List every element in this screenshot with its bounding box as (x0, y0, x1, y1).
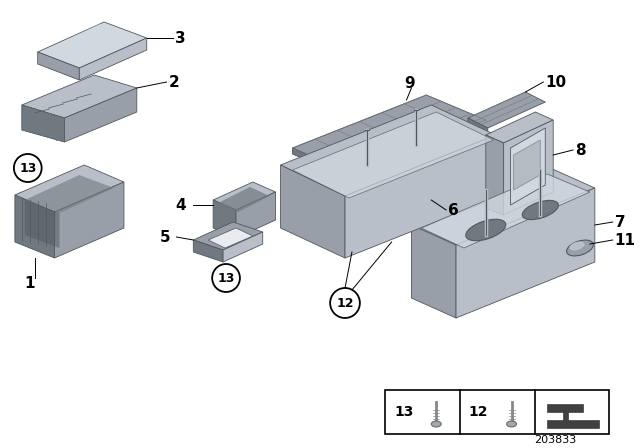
Polygon shape (223, 232, 263, 262)
Text: 1: 1 (24, 276, 35, 290)
Polygon shape (213, 200, 236, 238)
Polygon shape (38, 22, 147, 68)
Polygon shape (513, 140, 540, 190)
Polygon shape (345, 135, 496, 258)
Polygon shape (280, 165, 345, 258)
Ellipse shape (570, 241, 585, 250)
Ellipse shape (431, 421, 441, 427)
Polygon shape (218, 187, 269, 212)
Text: 13: 13 (19, 161, 36, 175)
Polygon shape (15, 165, 124, 212)
Ellipse shape (466, 219, 506, 241)
Ellipse shape (522, 200, 558, 220)
Polygon shape (65, 88, 137, 142)
Polygon shape (22, 75, 137, 118)
Polygon shape (208, 228, 253, 248)
Polygon shape (292, 95, 486, 174)
Text: 13: 13 (395, 405, 414, 419)
Text: 9: 9 (404, 76, 415, 90)
Text: 3: 3 (175, 30, 186, 46)
Polygon shape (193, 222, 263, 250)
Polygon shape (486, 112, 553, 143)
Polygon shape (412, 225, 456, 318)
Circle shape (330, 288, 360, 318)
Polygon shape (54, 182, 124, 258)
Polygon shape (213, 182, 276, 210)
Polygon shape (468, 118, 488, 136)
Polygon shape (412, 168, 595, 245)
Text: 13: 13 (218, 271, 235, 284)
Polygon shape (15, 195, 54, 258)
Text: 6: 6 (448, 202, 459, 217)
Polygon shape (547, 404, 599, 428)
Ellipse shape (507, 421, 516, 427)
Polygon shape (25, 200, 60, 248)
Circle shape (14, 154, 42, 182)
FancyBboxPatch shape (385, 390, 609, 434)
Text: 11: 11 (614, 233, 636, 247)
Polygon shape (38, 52, 79, 80)
Text: 8: 8 (575, 142, 586, 158)
Text: 10: 10 (545, 74, 566, 90)
Text: 5: 5 (160, 229, 170, 245)
Polygon shape (22, 105, 65, 142)
Text: 203833: 203833 (534, 435, 576, 445)
Polygon shape (236, 192, 276, 238)
Polygon shape (486, 135, 504, 215)
Polygon shape (280, 105, 496, 196)
Polygon shape (504, 120, 553, 215)
Polygon shape (25, 175, 114, 213)
Text: 7: 7 (614, 215, 625, 229)
Ellipse shape (566, 240, 593, 256)
Text: 2: 2 (168, 74, 179, 90)
Polygon shape (193, 240, 223, 262)
Polygon shape (421, 174, 590, 248)
Polygon shape (49, 24, 129, 58)
Polygon shape (79, 38, 147, 80)
Text: 12: 12 (468, 405, 488, 419)
Polygon shape (511, 128, 545, 205)
Text: 4: 4 (176, 198, 186, 212)
Text: 12: 12 (336, 297, 354, 310)
Polygon shape (292, 112, 493, 198)
Circle shape (212, 264, 240, 292)
Polygon shape (456, 188, 595, 318)
Polygon shape (292, 148, 352, 180)
Polygon shape (468, 92, 545, 128)
